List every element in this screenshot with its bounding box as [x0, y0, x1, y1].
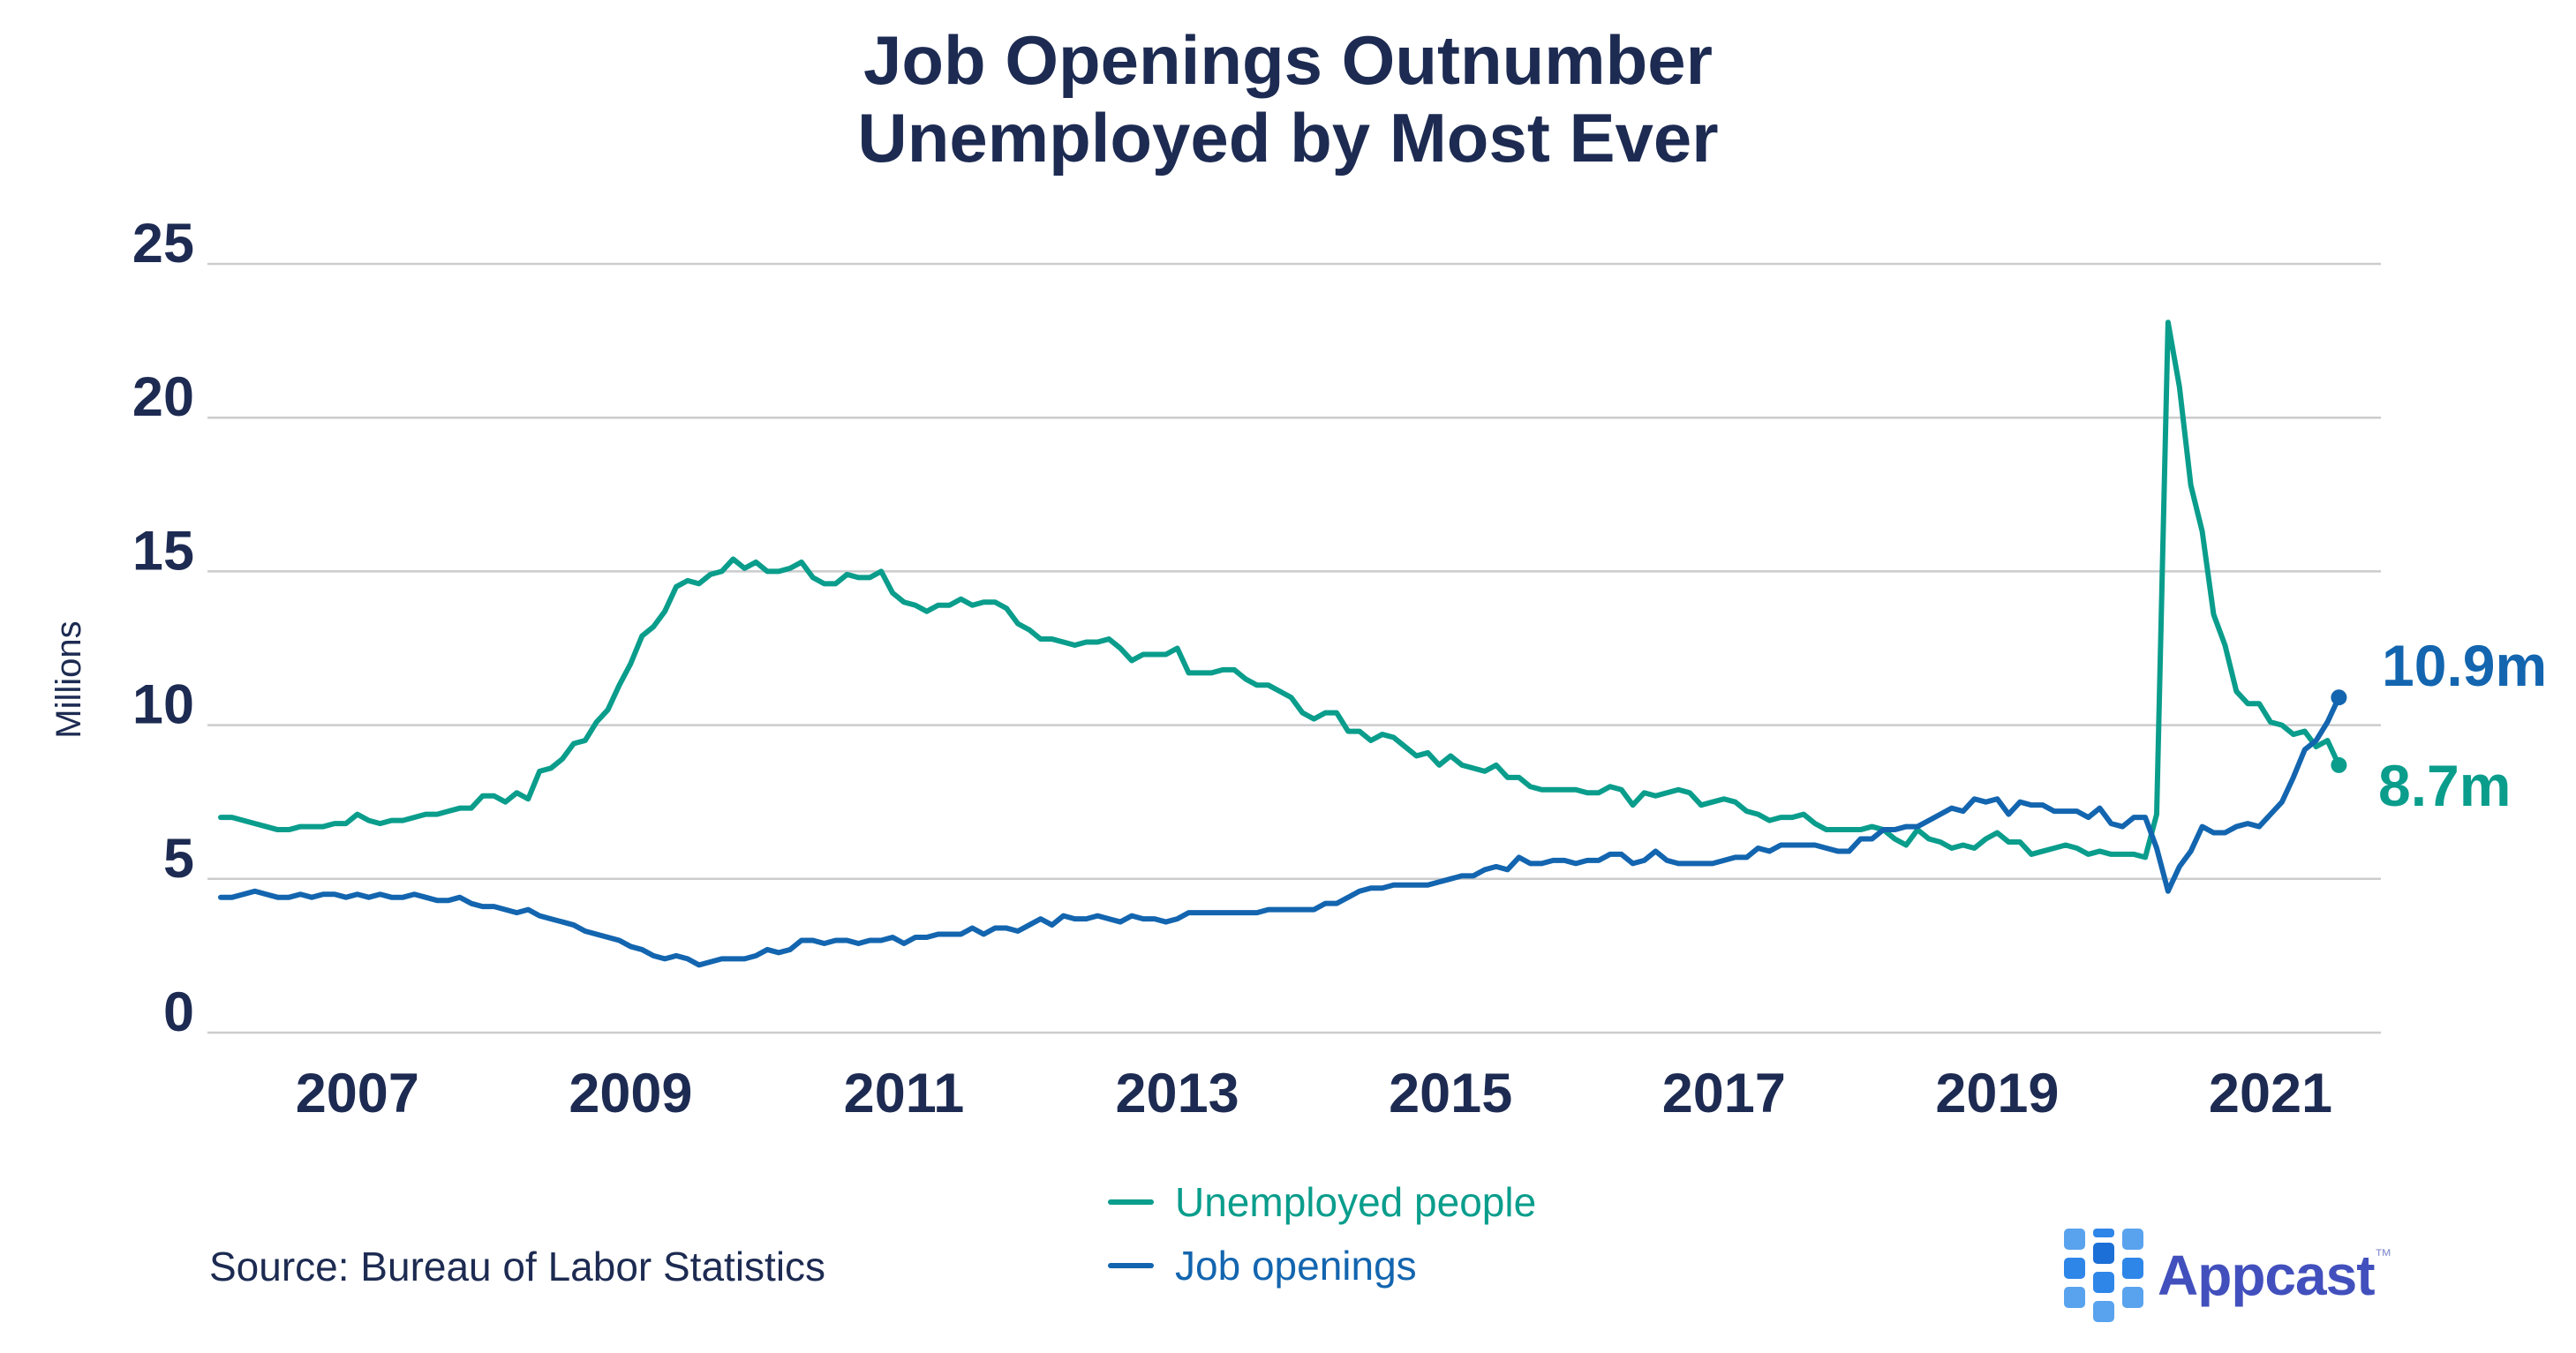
legend: Unemployed people Job openings: [1108, 1179, 1536, 1289]
chart-title-line1: Job Openings Outnumber: [862, 21, 1713, 99]
legend-item-unemployed: Unemployed people: [1108, 1179, 1536, 1225]
chart-title: Job Openings Outnumber Unemployed by Mos…: [0, 21, 2576, 177]
y-tick-label: 5: [163, 828, 194, 890]
end-value-label-job-openings: 10.9m: [2382, 633, 2548, 698]
legend-item-job-openings: Job openings: [1108, 1243, 1536, 1289]
chart-title-line2: Unemployed by Most Ever: [857, 99, 1719, 177]
appcast-logo-text: Appcast™: [2158, 1243, 2392, 1308]
x-tick-label: 2021: [2209, 1063, 2332, 1124]
x-tick-label: 2019: [1935, 1063, 2059, 1124]
y-tick-label: 10: [132, 674, 194, 736]
logo-square: [2064, 1229, 2085, 1250]
appcast-logo: Appcast™: [2064, 1227, 2392, 1324]
y-tick-label: 0: [163, 981, 194, 1043]
logo-square: [2122, 1229, 2143, 1250]
legend-line-swatch-teal: [1108, 1199, 1154, 1205]
y-tick-label: 20: [132, 366, 194, 428]
x-tick-label: 2013: [1116, 1063, 1239, 1124]
x-tick-label: 2015: [1389, 1063, 1512, 1124]
series-endpoint-job_openings: [2331, 689, 2347, 706]
source-note: Source: Bureau of Labor Statistics: [209, 1244, 826, 1289]
x-tick-label: 2011: [844, 1063, 965, 1124]
end-value-label-unemployed: 8.7m: [2378, 753, 2512, 818]
x-tick-label: 2017: [1662, 1063, 1786, 1124]
logo-square: [2064, 1287, 2085, 1308]
series-line-unemployed: [218, 319, 2342, 861]
legend-line-swatch-blue: [1108, 1263, 1154, 1268]
logo-square: [2064, 1258, 2085, 1279]
y-axis-label: Millions: [49, 620, 88, 739]
legend-label-unemployed: Unemployed people: [1175, 1179, 1537, 1225]
logo-square: [2122, 1258, 2143, 1279]
trademark-symbol: ™: [2374, 1246, 2392, 1266]
logo-square: [2093, 1243, 2114, 1264]
appcast-logo-icon: [2064, 1229, 2143, 1322]
y-tick-label: 25: [132, 213, 194, 274]
logo-square: [2093, 1272, 2114, 1293]
series-endpoint-unemployed: [2331, 756, 2347, 773]
series-line-job_openings: [218, 695, 2342, 968]
logo-square: [2093, 1301, 2114, 1322]
logo-square: [2093, 1229, 2114, 1237]
legend-label-job-openings: Job openings: [1175, 1243, 1417, 1289]
x-tick-label: 2009: [569, 1063, 692, 1124]
appcast-wordmark: Appcast: [2158, 1244, 2375, 1307]
y-tick-label: 15: [132, 520, 194, 582]
logo-square: [2122, 1287, 2143, 1308]
x-tick-label: 2007: [296, 1063, 419, 1124]
